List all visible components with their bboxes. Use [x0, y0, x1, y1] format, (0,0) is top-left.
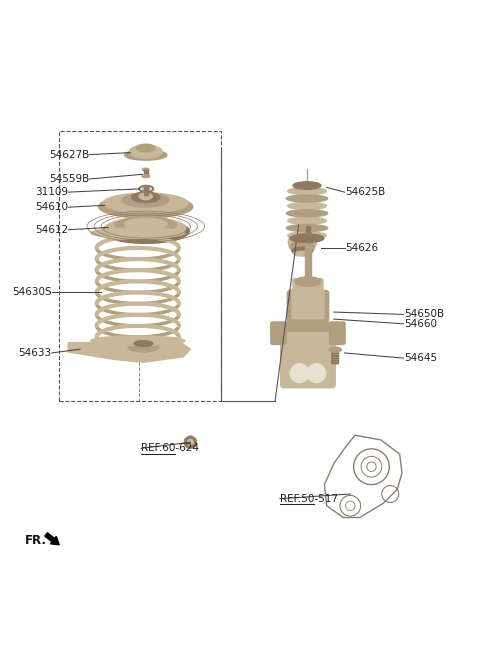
Text: REF.50-517: REF.50-517: [280, 493, 338, 504]
Ellipse shape: [91, 228, 185, 238]
FancyArrow shape: [45, 533, 59, 545]
Ellipse shape: [287, 195, 328, 202]
Ellipse shape: [293, 182, 321, 189]
Text: 54625B: 54625B: [346, 187, 386, 197]
Ellipse shape: [122, 193, 169, 207]
Ellipse shape: [128, 342, 159, 352]
FancyBboxPatch shape: [287, 290, 329, 341]
Text: 54626: 54626: [346, 242, 379, 253]
Ellipse shape: [288, 232, 326, 239]
Ellipse shape: [143, 168, 149, 171]
Ellipse shape: [129, 145, 162, 158]
Text: 54612: 54612: [35, 225, 68, 235]
Ellipse shape: [102, 219, 189, 243]
Bar: [306, 227, 310, 232]
Ellipse shape: [132, 192, 160, 202]
Text: 54630S: 54630S: [12, 287, 52, 297]
Circle shape: [307, 364, 326, 382]
Polygon shape: [68, 342, 191, 363]
Circle shape: [290, 364, 309, 382]
Text: 54645: 54645: [404, 353, 437, 363]
Text: 54660: 54660: [404, 319, 437, 328]
Ellipse shape: [295, 277, 321, 286]
Polygon shape: [185, 436, 196, 448]
Ellipse shape: [287, 225, 328, 232]
Ellipse shape: [292, 247, 312, 255]
Ellipse shape: [288, 188, 326, 194]
Ellipse shape: [287, 210, 328, 217]
Ellipse shape: [288, 217, 326, 224]
Ellipse shape: [125, 218, 167, 230]
Text: 54610: 54610: [35, 202, 68, 212]
Bar: [144, 170, 148, 176]
Ellipse shape: [288, 202, 326, 210]
Text: 54650B: 54650B: [404, 309, 444, 319]
Text: 54633: 54633: [19, 348, 52, 358]
Ellipse shape: [293, 252, 311, 256]
FancyBboxPatch shape: [281, 332, 335, 388]
Ellipse shape: [290, 241, 314, 254]
Ellipse shape: [106, 217, 186, 238]
Text: 54559B: 54559B: [49, 174, 89, 184]
FancyBboxPatch shape: [332, 348, 338, 364]
Circle shape: [184, 436, 196, 448]
Ellipse shape: [142, 175, 150, 177]
FancyBboxPatch shape: [293, 279, 323, 298]
Circle shape: [188, 440, 193, 445]
Ellipse shape: [115, 217, 176, 233]
Ellipse shape: [125, 150, 167, 160]
Ellipse shape: [136, 144, 155, 152]
Ellipse shape: [99, 195, 193, 218]
Text: 31109: 31109: [35, 187, 68, 197]
Ellipse shape: [134, 341, 153, 346]
Bar: [59, 131, 221, 401]
Text: FR.: FR.: [25, 533, 47, 547]
Text: 54627B: 54627B: [49, 150, 89, 160]
Ellipse shape: [329, 347, 341, 352]
Bar: [305, 232, 311, 281]
FancyBboxPatch shape: [330, 322, 345, 344]
Ellipse shape: [290, 234, 324, 242]
Bar: [144, 187, 148, 195]
Ellipse shape: [139, 193, 152, 200]
FancyBboxPatch shape: [271, 322, 287, 344]
Ellipse shape: [288, 233, 316, 252]
Text: REF.60-624: REF.60-624: [141, 443, 199, 453]
Ellipse shape: [91, 336, 185, 346]
Ellipse shape: [104, 193, 188, 213]
FancyBboxPatch shape: [292, 289, 324, 319]
